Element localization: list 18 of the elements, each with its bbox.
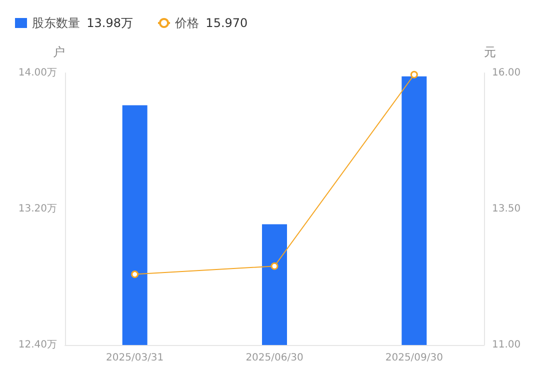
point bbox=[270, 262, 278, 270]
y2-tick-label: 11.00 bbox=[492, 340, 521, 350]
y2-tick-label: 13.50 bbox=[492, 204, 521, 214]
text: 13.98万 bbox=[86, 16, 134, 30]
legend-label: 股东数量 bbox=[32, 16, 80, 30]
y2-tick-label: 16.00 bbox=[492, 68, 521, 78]
x-tick-label: 2025/06/30 bbox=[246, 352, 304, 364]
y-tick-label: 14.00万 bbox=[18, 68, 57, 78]
point bbox=[131, 270, 139, 278]
point bbox=[410, 70, 418, 78]
text: 15.970 bbox=[206, 16, 248, 30]
y-axis-title: 户 bbox=[53, 45, 65, 59]
y-tick-label: 12.40万 bbox=[18, 340, 57, 350]
x-tick-label: 2025/09/30 bbox=[385, 352, 443, 364]
x-tick-label: 2025/03/31 bbox=[106, 352, 164, 364]
y-tick-label: 13.20万 bbox=[18, 204, 57, 214]
legend-label: 价格 bbox=[174, 16, 200, 30]
y2-axis-title: 元 bbox=[484, 45, 496, 59]
